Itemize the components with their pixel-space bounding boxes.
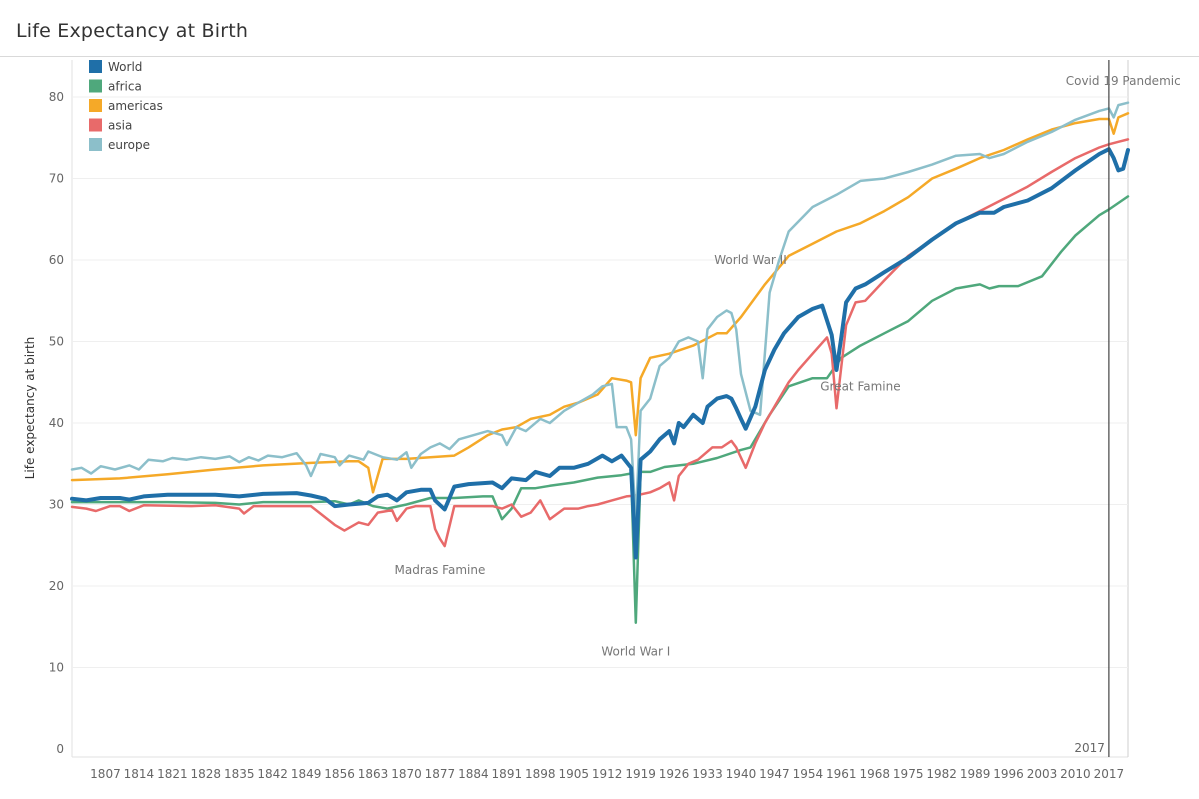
x-tick-label: 1961	[826, 767, 857, 781]
x-tick-label: 2017	[1094, 767, 1125, 781]
annotation-label: World War II	[714, 253, 786, 267]
x-tick-label: 1849	[291, 767, 322, 781]
x-tick-label: 1884	[458, 767, 489, 781]
x-tick-label: 1954	[793, 767, 824, 781]
legend-swatch-europe	[89, 138, 102, 151]
x-tick-label: 1863	[358, 767, 389, 781]
annotation-label: Covid 19 Pandemic	[1066, 74, 1181, 88]
x-tick-label: 2003	[1027, 767, 1058, 781]
title-divider	[0, 56, 1199, 57]
series-line-world	[70, 147, 1130, 560]
x-tick-label: 1828	[191, 767, 222, 781]
legend-label-europe: europe	[108, 138, 150, 152]
y-tick-label: 30	[49, 498, 64, 512]
x-tick-label: 1975	[893, 767, 924, 781]
y-tick-label: 0	[56, 742, 64, 756]
y-tick-label: 10	[49, 661, 64, 675]
legend-swatch-world	[89, 60, 102, 73]
x-tick-label: 2010	[1060, 767, 1091, 781]
reference-line-label: 2017	[1074, 741, 1105, 755]
x-tick-label: 1912	[592, 767, 623, 781]
x-tick-label: 1940	[726, 767, 757, 781]
x-tick-label: 1919	[625, 767, 656, 781]
x-tick-label: 1947	[759, 767, 790, 781]
x-tick-label: 1877	[425, 767, 456, 781]
y-tick-label: 40	[49, 416, 64, 430]
y-tick-label: 20	[49, 579, 64, 593]
x-tick-label: 1891	[492, 767, 523, 781]
y-axis-label: Life expectancy at birth	[23, 337, 37, 480]
legend-swatch-americas	[89, 99, 102, 112]
y-tick-label: 80	[49, 90, 64, 104]
x-tick-label: 1982	[926, 767, 957, 781]
legend-swatch-asia	[89, 118, 102, 132]
x-tick-label: 1898	[525, 767, 556, 781]
x-tick-label: 1996	[993, 767, 1024, 781]
x-tick-label: 1926	[659, 767, 690, 781]
series-line-americas	[70, 112, 1130, 494]
x-tick-label: 1870	[391, 767, 422, 781]
y-tick-label: 60	[49, 253, 64, 267]
x-tick-label: 1835	[224, 767, 255, 781]
annotation-label: Madras Famine	[395, 563, 486, 577]
x-tick-label: 1856	[324, 767, 355, 781]
x-tick-label: 1933	[692, 767, 723, 781]
x-tick-label: 1814	[124, 767, 155, 781]
series-line-europe	[70, 101, 1130, 523]
legend-label-world: World	[108, 60, 142, 74]
x-tick-label: 1989	[960, 767, 991, 781]
legend-label-americas: americas	[108, 99, 163, 113]
legend-label-africa: africa	[108, 80, 142, 94]
chart-title: Life Expectancy at Birth	[16, 20, 249, 42]
x-tick-label: 1842	[257, 767, 288, 781]
x-tick-label: 1807	[90, 767, 121, 781]
legend-label-asia: asia	[108, 119, 132, 133]
x-tick-label: 1821	[157, 767, 188, 781]
x-tick-label: 1905	[558, 767, 589, 781]
y-tick-label: 70	[49, 172, 64, 186]
annotation-label: Great Famine	[820, 379, 900, 393]
series-line-asia	[70, 138, 1130, 548]
annotation-label: World War I	[601, 644, 670, 658]
x-tick-label: 1968	[859, 767, 890, 781]
y-tick-label: 50	[49, 335, 64, 349]
legend-swatch-africa	[89, 79, 102, 93]
